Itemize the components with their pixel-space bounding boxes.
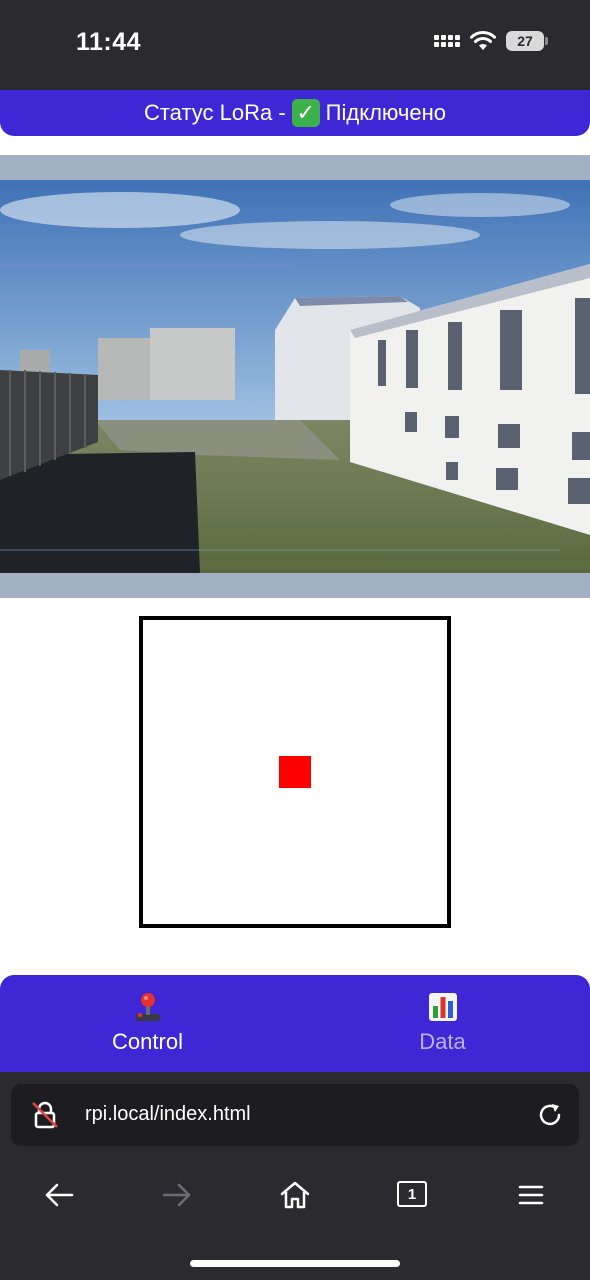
browser-nav-row: 1 (0, 1177, 590, 1213)
tabs-icon[interactable]: 1 (397, 1181, 427, 1207)
tab-data-label: Data (419, 1029, 466, 1054)
wifi-icon (470, 31, 496, 50)
lora-status-label: Статус LoRa - (143, 100, 286, 125)
check-mark-icon: ✓ (291, 99, 320, 127)
browser-toolbar: rpi.local/index.html 1 (0, 1072, 590, 1280)
system-status-bar: 11:44 27 (0, 0, 590, 90)
app-tab-bar: Control Data (0, 975, 590, 1072)
home-icon (280, 1181, 310, 1209)
battery-icon: 27 (506, 31, 548, 51)
clock: 11:44 (76, 28, 142, 56)
tab-control[interactable]: Control (0, 975, 295, 1072)
back-arrow-icon (45, 1183, 74, 1207)
forward-arrow-icon (162, 1183, 191, 1207)
url-text[interactable]: rpi.local/index.html (85, 1103, 251, 1125)
tab-data[interactable]: Data (295, 975, 590, 1072)
system-icons: 27 (434, 31, 548, 51)
joystick-pad[interactable] (139, 616, 451, 928)
camera-feed (0, 180, 590, 573)
menu-icon (518, 1185, 544, 1205)
menu-button[interactable] (513, 1177, 549, 1213)
tab-control-label: Control (112, 1029, 183, 1054)
insecure-lock-icon[interactable] (29, 1099, 61, 1131)
joystick-icon (135, 993, 160, 1021)
lora-status-state: Підключено (325, 100, 447, 125)
joystick-knob[interactable] (279, 756, 311, 788)
url-bar[interactable]: rpi.local/index.html (11, 1084, 579, 1146)
home-indicator (190, 1260, 400, 1267)
back-button[interactable] (41, 1177, 77, 1213)
cellular-signal-icon (434, 35, 460, 47)
lora-status-banner: Статус LoRa - ✓ Підключено (0, 90, 590, 136)
battery-level: 27 (517, 33, 533, 49)
camera-scene (0, 180, 590, 573)
home-button[interactable] (277, 1177, 313, 1213)
reload-icon[interactable] (535, 1100, 565, 1130)
bar-chart-icon (428, 993, 457, 1021)
forward-button[interactable] (159, 1177, 195, 1213)
